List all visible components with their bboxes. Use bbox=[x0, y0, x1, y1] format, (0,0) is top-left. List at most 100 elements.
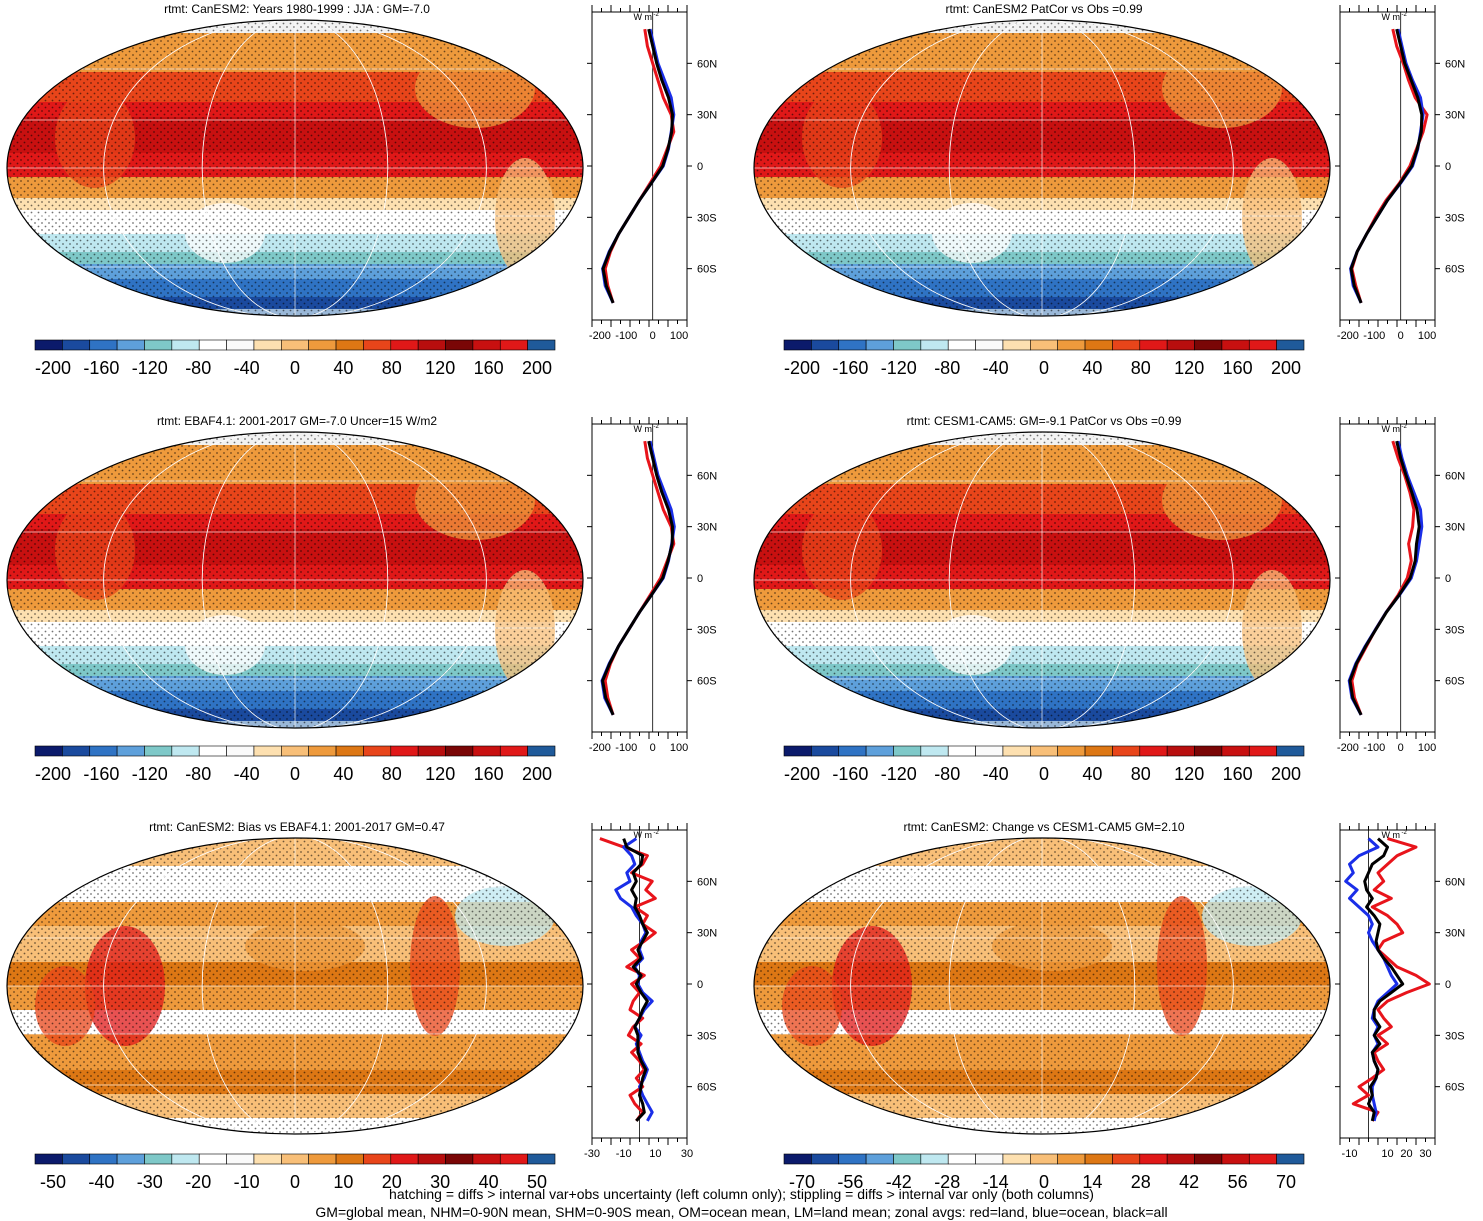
colorbar-segment bbox=[89, 1153, 118, 1165]
robinson-map bbox=[753, 837, 1331, 1135]
lat-tick-label: 30S bbox=[1445, 212, 1465, 224]
x-tick-label: 100 bbox=[670, 742, 688, 754]
colorbar-segment bbox=[363, 339, 392, 351]
colorbar-segment bbox=[281, 745, 309, 757]
x-tick-label: 10 bbox=[649, 1148, 661, 1160]
colorbar-segment bbox=[226, 339, 255, 351]
colorbar-tick-label: 120 bbox=[1174, 358, 1204, 378]
colorbar-segment bbox=[171, 1153, 200, 1165]
colorbar-segment bbox=[1057, 339, 1086, 351]
colorbar: -200 -160 -120 -80 -40 0 40 80 120 160 200 bbox=[783, 745, 1305, 784]
colorbar-segment bbox=[1002, 339, 1031, 351]
colorbar-segment bbox=[226, 1153, 255, 1165]
colorbar-segment bbox=[1112, 339, 1141, 351]
colorbar-segment bbox=[1002, 745, 1031, 757]
colorbar-segment bbox=[1276, 1153, 1305, 1165]
colorbar-segment bbox=[527, 745, 556, 757]
colorbar-segment bbox=[527, 1153, 556, 1165]
colorbar-segment bbox=[1139, 1153, 1168, 1165]
panel-title: rtmt: CanESM2: Years 1980-1999 : JJA : G… bbox=[164, 2, 430, 16]
colorbar-segment bbox=[198, 745, 227, 757]
colorbar-segment bbox=[472, 745, 501, 757]
colorbar-tick-label: -50 bbox=[40, 1172, 66, 1192]
lat-tick-label: 30N bbox=[697, 522, 717, 534]
robinson-map bbox=[6, 19, 584, 317]
colorbar-segment bbox=[281, 339, 309, 351]
colorbar-segment bbox=[363, 745, 392, 757]
colorbar-segment bbox=[34, 1153, 63, 1165]
zonal-mean-plot: 60N 30N 0 30S 60S -200 -100 0 100 W m -2 bbox=[587, 417, 717, 754]
colorbar-segment bbox=[1002, 1153, 1031, 1165]
colorbar-tick-label: -160 bbox=[83, 358, 119, 378]
colorbar-segment bbox=[811, 339, 840, 351]
colorbar-tick-label: 200 bbox=[1271, 358, 1301, 378]
colorbar-segment bbox=[865, 745, 894, 757]
zonal-unit-superscript: -2 bbox=[654, 424, 660, 430]
colorbar-tick-label: -120 bbox=[881, 358, 917, 378]
colorbar-segment bbox=[893, 339, 922, 351]
colorbar-segment bbox=[920, 745, 949, 757]
colorbar-segment bbox=[144, 745, 173, 757]
colorbar-tick-label: 30 bbox=[430, 1172, 450, 1192]
x-tick-label: 10 bbox=[1381, 1148, 1393, 1160]
colorbar-segment bbox=[499, 745, 528, 757]
colorbar-segment bbox=[1221, 745, 1250, 757]
lat-tick-label: 0 bbox=[1445, 161, 1451, 173]
colorbar-tick-label: 28 bbox=[1131, 1172, 1151, 1192]
colorbar-segment bbox=[1221, 1153, 1250, 1165]
lat-tick-label: 30N bbox=[697, 110, 717, 122]
colorbar-segment bbox=[838, 339, 867, 351]
colorbar-segment bbox=[499, 1153, 528, 1165]
lat-tick-label: 60N bbox=[697, 470, 717, 482]
colorbar-tick-label: 160 bbox=[474, 764, 504, 784]
colorbar-segment bbox=[1221, 339, 1250, 351]
colorbar-segment bbox=[1084, 339, 1113, 351]
colorbar-segment bbox=[1030, 1153, 1058, 1165]
colorbar-tick-label: 0 bbox=[1039, 1172, 1049, 1192]
colorbar-segment bbox=[893, 1153, 922, 1165]
zonal-mean-plot: 60N 30N 0 30S 60S -200 -100 0 100 W m -2 bbox=[587, 5, 717, 342]
colorbar-tick-label: 40 bbox=[333, 764, 353, 784]
colorbar: -200 -160 -120 -80 -40 0 40 80 120 160 200 bbox=[34, 339, 556, 378]
colorbar-segment bbox=[947, 339, 976, 351]
colorbar-segment bbox=[390, 1153, 419, 1165]
colorbar-segment bbox=[1194, 339, 1223, 351]
zonal-line-all bbox=[1349, 28, 1424, 304]
x-tick-label: 0 bbox=[650, 330, 656, 342]
colorbar-segment bbox=[89, 745, 118, 757]
x-tick-label: 0 bbox=[650, 742, 656, 754]
colorbar-segment bbox=[1030, 745, 1058, 757]
colorbar-segment bbox=[116, 339, 145, 351]
colorbar-tick-label: -10 bbox=[234, 1172, 260, 1192]
panel-title: rtmt: EBAF4.1: 2001-2017 GM=-7.0 Uncer=1… bbox=[156, 414, 438, 428]
colorbar-tick-label: -120 bbox=[132, 764, 168, 784]
zonal-line-all bbox=[1348, 440, 1421, 716]
colorbar-segment bbox=[975, 745, 1004, 757]
colorbar-tick-label: -120 bbox=[881, 764, 917, 784]
x-tick-label: -200 bbox=[1337, 742, 1359, 754]
colorbar-tick-label: -30 bbox=[137, 1172, 163, 1192]
lat-tick-label: 30S bbox=[697, 1030, 717, 1042]
colorbar-segment bbox=[62, 1153, 91, 1165]
zonal-unit-superscript: -2 bbox=[1402, 830, 1408, 836]
colorbar-segment bbox=[335, 1153, 364, 1165]
zonal-unit-label: W m bbox=[634, 12, 653, 22]
colorbar-tick-label: 80 bbox=[382, 764, 402, 784]
colorbar-segment bbox=[472, 339, 501, 351]
colorbar-tick-label: 200 bbox=[1271, 764, 1301, 784]
colorbar-tick-label: -40 bbox=[983, 358, 1009, 378]
colorbar-segment bbox=[116, 745, 145, 757]
robinson-map bbox=[753, 19, 1331, 317]
colorbar-tick-label: -80 bbox=[934, 358, 960, 378]
colorbar-segment bbox=[445, 1153, 474, 1165]
lat-tick-label: 60N bbox=[697, 876, 717, 888]
colorbar-segment bbox=[417, 339, 446, 351]
colorbar-segment bbox=[335, 339, 364, 351]
colorbar-segment bbox=[527, 339, 556, 351]
colorbar-tick-label: 40 bbox=[479, 1172, 499, 1192]
colorbar-segment bbox=[865, 339, 894, 351]
colorbar-segment bbox=[89, 339, 118, 351]
x-tick-label: 0 bbox=[1398, 330, 1404, 342]
colorbar-segment bbox=[144, 339, 173, 351]
colorbar-segment bbox=[144, 1153, 173, 1165]
